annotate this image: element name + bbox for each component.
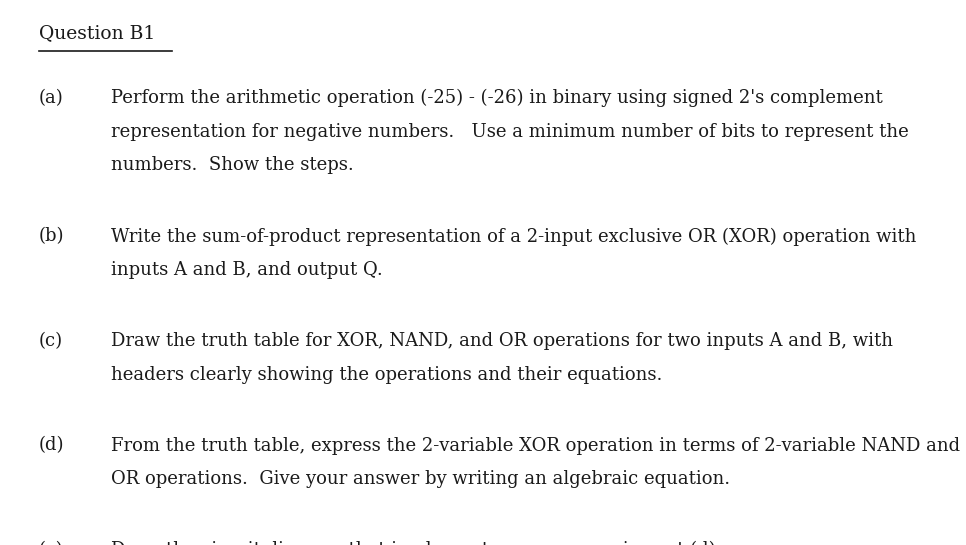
Text: Write the sum-of-product representation of a 2-input exclusive OR (XOR) operatio: Write the sum-of-product representation … xyxy=(111,227,917,245)
Text: (c): (c) xyxy=(39,332,63,350)
Text: (b): (b) xyxy=(39,227,64,245)
Text: inputs A and B, and output Q.: inputs A and B, and output Q. xyxy=(111,261,383,279)
Text: Draw the truth table for XOR, NAND, and OR operations for two inputs A and B, wi: Draw the truth table for XOR, NAND, and … xyxy=(111,332,894,350)
Text: (d): (d) xyxy=(39,437,64,455)
Text: representation for negative numbers.   Use a minimum number of bits to represent: representation for negative numbers. Use… xyxy=(111,123,909,141)
Text: Question B1: Question B1 xyxy=(39,25,155,43)
Text: numbers.  Show the steps.: numbers. Show the steps. xyxy=(111,156,354,174)
Text: From the truth table, express the 2-variable XOR operation in terms of 2-variabl: From the truth table, express the 2-vari… xyxy=(111,437,960,455)
Text: Draw the circuit diagram that implements your answer in part (d).: Draw the circuit diagram that implements… xyxy=(111,541,722,545)
Text: headers clearly showing the operations and their equations.: headers clearly showing the operations a… xyxy=(111,366,663,384)
Text: (e): (e) xyxy=(39,541,63,545)
Text: Perform the arithmetic operation (-25) - (-26) in binary using signed 2's comple: Perform the arithmetic operation (-25) -… xyxy=(111,89,883,107)
Text: (a): (a) xyxy=(39,89,64,107)
Text: OR operations.  Give your answer by writing an algebraic equation.: OR operations. Give your answer by writi… xyxy=(111,470,730,488)
